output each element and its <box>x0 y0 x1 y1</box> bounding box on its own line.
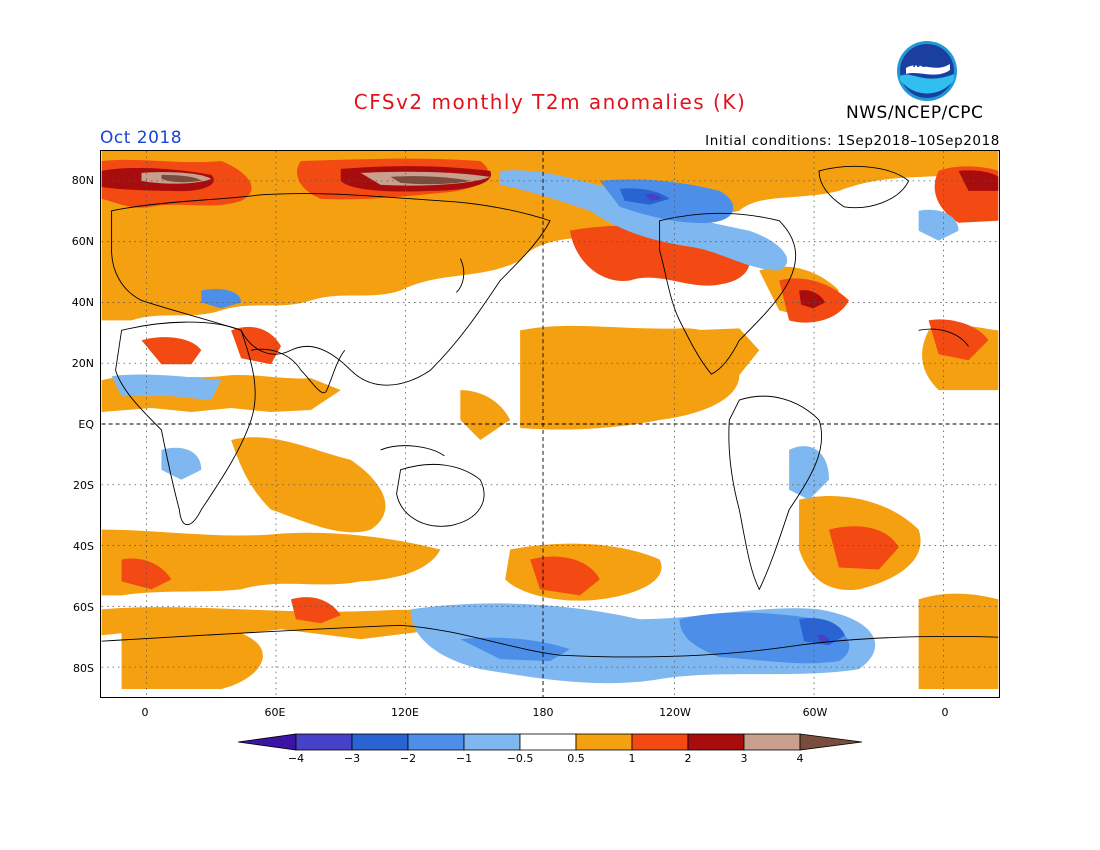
chart-title: CFSv2 monthly T2m anomalies (K) <box>353 90 747 114</box>
colorbar <box>238 733 862 751</box>
colorbar-arrow-high <box>799 733 862 751</box>
anomaly-negative-strong <box>619 188 845 646</box>
colorbar-bin-4 <box>463 733 521 751</box>
reference-lines <box>101 151 999 697</box>
colorbar-label-1: 1 <box>628 752 636 765</box>
anomaly-negative-severe <box>644 194 829 644</box>
colorbar-label-minus2: −2 <box>399 752 417 765</box>
lon-label-120e: 120E <box>391 706 419 719</box>
lat-label-40n: 40N <box>71 296 94 309</box>
colorbar-bin-2 <box>351 733 409 751</box>
coastlines <box>101 165 999 658</box>
initial-conditions-label: Initial conditions: 1Sep2018–10Sep2018 <box>705 133 1000 149</box>
logo-text: NOAA <box>913 60 942 70</box>
colorbar-label-0-5: 0.5 <box>567 752 585 765</box>
lon-label-60e: 60E <box>264 706 286 719</box>
agency-label: NWS/NCEP/CPC <box>846 103 984 123</box>
lon-label-120w: 120W <box>659 706 691 719</box>
lon-label-0-left: 0 <box>141 706 149 719</box>
lat-label-60n: 60N <box>71 235 94 248</box>
lat-label-80s: 80S <box>73 662 94 675</box>
lat-label-60s: 60S <box>73 601 94 614</box>
colorbar-label-3: 3 <box>740 752 748 765</box>
lon-label-180: 180 <box>532 706 554 719</box>
colorbar-label-minus0-5: −0.5 <box>506 752 534 765</box>
colorbar-bin-7 <box>631 733 689 751</box>
anomaly-positive-extreme <box>141 171 491 186</box>
lat-label-20s: 20S <box>73 479 94 492</box>
anomaly-map <box>100 150 1000 698</box>
colorbar-arrow-low <box>238 733 297 751</box>
lat-label-40s: 40S <box>73 540 94 553</box>
lat-label-80n: 80N <box>71 174 94 187</box>
colorbar-label-2: 2 <box>684 752 692 765</box>
month-label: Oct 2018 <box>100 128 183 148</box>
noaa-logo: NOAA <box>897 41 957 101</box>
lat-label-eq: EQ <box>78 418 94 431</box>
colorbar-label-4: 4 <box>796 752 804 765</box>
colorbar-bin-1 <box>295 733 353 751</box>
colorbar-label-minus3: −3 <box>343 752 361 765</box>
lat-label-20n: 20N <box>71 357 94 370</box>
grid-lines <box>101 151 999 697</box>
colorbar-bin-8 <box>687 733 745 751</box>
colorbar-bin-3 <box>407 733 465 751</box>
colorbar-label-minus4: −4 <box>287 752 305 765</box>
lon-label-0-right: 0 <box>941 706 949 719</box>
colorbar-bin-6 <box>575 733 633 751</box>
colorbar-label-minus1: −1 <box>455 752 473 765</box>
colorbar-bin-5 <box>519 733 577 751</box>
colorbar-bin-9 <box>743 733 801 751</box>
lon-label-60w: 60W <box>802 706 828 719</box>
